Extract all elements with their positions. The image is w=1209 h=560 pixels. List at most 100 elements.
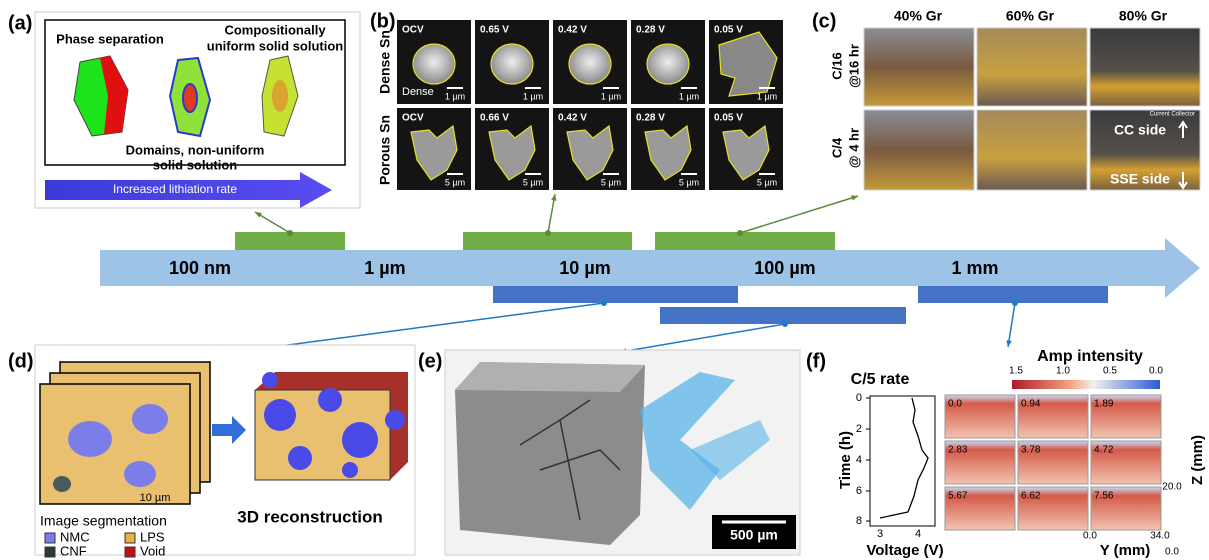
scale-label: 500 µm: [730, 527, 778, 543]
axis-label: Y (mm): [1100, 542, 1151, 559]
sample-top: [455, 362, 645, 392]
scale-label: 5 µm: [679, 177, 699, 187]
column-label: 80% Gr: [1119, 8, 1168, 24]
connector: [1008, 303, 1015, 347]
nmc-particle: [342, 422, 378, 458]
nmc-particle: [132, 404, 168, 434]
colorbar-tick: 0.0: [1149, 366, 1163, 377]
annotation: CC side: [1114, 122, 1166, 138]
time-label: 7.56: [1094, 491, 1114, 502]
axis-label: Voltage (V): [866, 542, 943, 559]
legend-title: Image segmentation: [40, 513, 167, 529]
time-label: 1.89: [1094, 399, 1114, 410]
particle: [491, 44, 533, 84]
legend-swatch: [125, 533, 135, 543]
micrograph: [864, 28, 974, 106]
scale-label: 100 nm: [169, 258, 231, 278]
scale-label: 5 µm: [523, 177, 543, 187]
nmc-particle: [68, 421, 112, 457]
annotation: Current Collector: [1150, 112, 1195, 118]
cnf-region: [53, 476, 71, 492]
scale-label: 5 µm: [445, 177, 465, 187]
nmc-particle: [262, 372, 278, 388]
nmc-particle: [342, 462, 358, 478]
nmc-particle: [318, 388, 342, 412]
time-label: 4.72: [1094, 445, 1114, 456]
voltage-label: OCV: [402, 113, 424, 124]
voltage-label: 0.28 V: [636, 113, 665, 124]
range-bar: [660, 307, 906, 324]
tick-label: 34.0: [1150, 531, 1170, 542]
scale-label: 1 µm: [679, 91, 699, 101]
nmc-particle: [124, 461, 156, 487]
scale-label: 10 µm: [559, 258, 610, 278]
panel-label: (d): [8, 350, 34, 372]
caption: 3D reconstruction: [237, 507, 382, 526]
connector-head: [551, 194, 556, 201]
scale-label: 1 µm: [445, 91, 465, 101]
x-tick-label: 4: [915, 528, 921, 540]
connector-head: [1006, 340, 1011, 347]
column-label: 40% Gr: [894, 8, 943, 24]
column-label: 60% Gr: [1006, 8, 1055, 24]
caption: solid solution: [153, 157, 238, 172]
voltage-label: 0.65 V: [480, 25, 509, 36]
connector: [740, 196, 858, 233]
scale-label: 10 µm: [140, 492, 171, 504]
voltage-label: 0.05 V: [714, 113, 743, 124]
connector-head: [851, 195, 858, 200]
tick-label: 0.0: [1083, 531, 1097, 542]
nmc-particle: [288, 446, 312, 470]
voltage-label: 0.28 V: [636, 25, 665, 36]
voltage-label: 0.05 V: [714, 25, 743, 36]
connector-dot: [287, 230, 293, 236]
legend-label: LPS: [140, 529, 165, 544]
y-tick-label: 4: [856, 454, 862, 466]
time-label: 5.67: [948, 491, 968, 502]
connector-dot: [782, 321, 788, 327]
scale-label: 1 µm: [601, 91, 621, 101]
micrograph: [1090, 28, 1200, 106]
scale-label: 5 µm: [601, 177, 621, 187]
micrograph: [977, 110, 1087, 190]
time-label: 2.83: [948, 445, 968, 456]
panel-label: (f): [806, 350, 826, 372]
range-bar: [918, 286, 1108, 303]
voltage-label: 0.66 V: [480, 113, 509, 124]
colorbar-tick: 0.5: [1103, 366, 1117, 377]
colorbar-tick: 1.0: [1056, 366, 1070, 377]
micrograph: [977, 28, 1087, 106]
colorbar-title: Amp intensity: [1037, 348, 1143, 365]
plot-frame: [870, 396, 935, 526]
particle-domain: [272, 80, 288, 112]
connector-dot: [601, 300, 607, 306]
legend-label: CNF: [60, 543, 87, 558]
voltage-label: 0.42 V: [558, 113, 587, 124]
colorbar: [1012, 380, 1160, 389]
nmc-particle: [385, 410, 405, 430]
caption: Domains, non-uniform: [126, 142, 265, 157]
tick-label: 20.0: [1162, 482, 1182, 493]
scale-label: 1 mm: [951, 258, 998, 278]
nmc-particle: [264, 399, 296, 431]
x-tick-label: 3: [877, 528, 883, 540]
connector-dot: [545, 230, 551, 236]
arrow-label: Increased lithiation rate: [113, 182, 237, 196]
time-label: 6.62: [1021, 491, 1041, 502]
annotation: SSE side: [1110, 171, 1170, 187]
caption: Phase separation: [56, 31, 164, 46]
axis-label: Time (h): [837, 431, 854, 489]
scale-label: 5 µm: [757, 177, 777, 187]
caption: uniform solid solution: [207, 38, 344, 53]
particle: [569, 44, 611, 84]
range-bar: [493, 286, 738, 303]
range-bar: [655, 232, 835, 250]
panel-label: (b): [370, 10, 396, 32]
micrograph: [864, 110, 974, 190]
tick-label: 0.0: [1165, 547, 1179, 558]
row-label: C/16: [829, 52, 844, 79]
axis-label: Z (mm): [1189, 435, 1206, 485]
scale-label: 1 µm: [523, 91, 543, 101]
row-label: Dense Sn: [377, 30, 393, 94]
y-tick-label: 2: [856, 423, 862, 435]
